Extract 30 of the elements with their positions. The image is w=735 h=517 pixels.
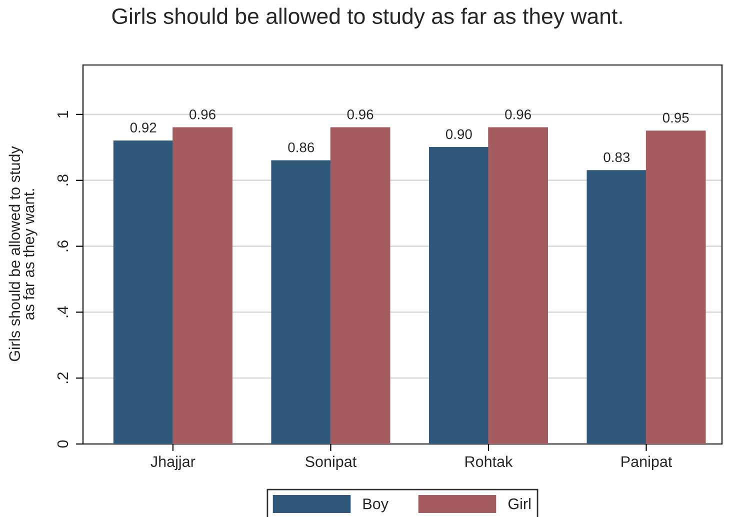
bar bbox=[428, 147, 489, 444]
y-tick-label: 0 bbox=[57, 440, 68, 448]
x-tick-label: Jhajjar bbox=[150, 456, 196, 470]
bar bbox=[330, 127, 390, 444]
x-tick-label: Sonipat bbox=[306, 456, 357, 470]
data-label: 0.96 bbox=[347, 109, 374, 120]
data-label: 0.92 bbox=[130, 122, 156, 132]
bar bbox=[172, 127, 232, 444]
legend-label: Girl bbox=[508, 498, 530, 510]
bar bbox=[586, 170, 647, 444]
data-label: 0.96 bbox=[190, 109, 216, 120]
y-tick-label: .6 bbox=[57, 240, 68, 252]
y-tick-label: .2 bbox=[57, 372, 68, 384]
legend-label: Boy bbox=[363, 498, 388, 512]
y-tick-label: 1 bbox=[58, 110, 68, 118]
x-tick-label: Rohtak bbox=[466, 456, 513, 468]
data-label: 0.83 bbox=[604, 152, 630, 162]
data-label: 0.90 bbox=[446, 129, 472, 140]
bar bbox=[113, 140, 174, 444]
bar bbox=[646, 130, 706, 444]
x-tick-label: Panipat bbox=[622, 456, 672, 470]
y-tick-label: .8 bbox=[57, 174, 68, 186]
bar bbox=[488, 127, 548, 444]
data-label: 0.95 bbox=[662, 112, 689, 123]
chart-title: Girls should be allowed to study as far as they want. bbox=[112, 8, 622, 28]
data-label: 0.86 bbox=[288, 142, 314, 152]
y-axis-title: Girls should be allowed to study as far as they want. bbox=[8, 146, 38, 362]
data-label: 0.96 bbox=[505, 109, 531, 120]
bar bbox=[271, 160, 332, 444]
y-tick-label: .4 bbox=[58, 306, 68, 318]
